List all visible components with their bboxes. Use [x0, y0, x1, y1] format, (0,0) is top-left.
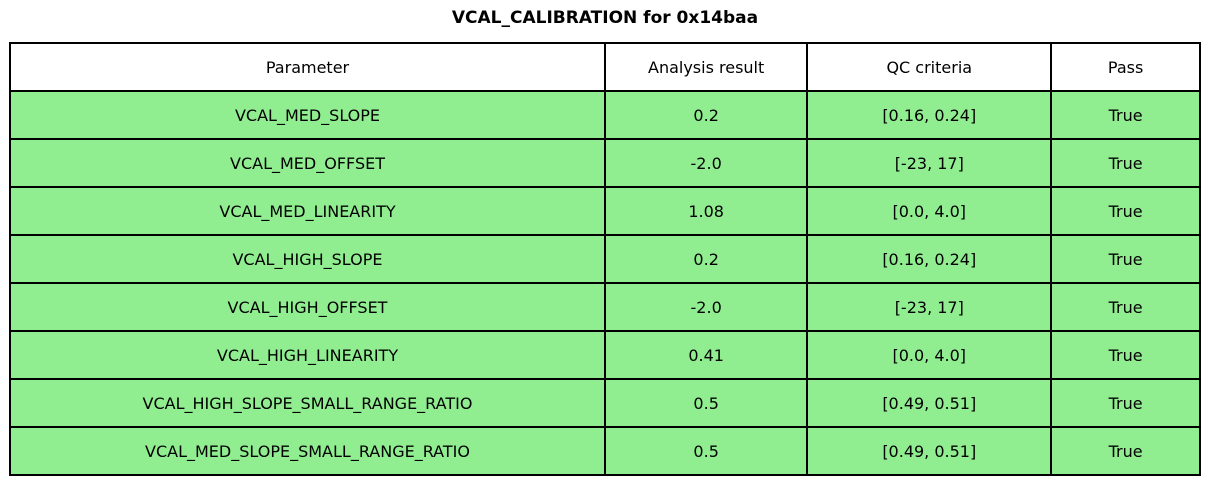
- table-cell: 0.2: [603, 90, 809, 140]
- table-cell: [0.16, 0.24]: [806, 90, 1053, 140]
- table-cell: True: [1050, 138, 1201, 188]
- qc-results-table: Parameter Analysis result QC criteria Pa…: [9, 42, 1201, 476]
- table-cell: [0.0, 4.0]: [806, 330, 1053, 380]
- table-cell: VCAL_MED_LINEARITY: [9, 186, 606, 236]
- table-row: VCAL_HIGH_LINEARITY 0.41 [0.0, 4.0] True: [9, 330, 1201, 380]
- table-cell: True: [1050, 378, 1201, 428]
- table-cell: [0.16, 0.24]: [806, 234, 1053, 284]
- table-cell: VCAL_HIGH_LINEARITY: [9, 330, 606, 380]
- table-cell: 1.08: [603, 186, 809, 236]
- table-cell: 0.2: [603, 234, 809, 284]
- table-row: VCAL_MED_OFFSET -2.0 [-23, 17] True: [9, 138, 1201, 188]
- table-cell: VCAL_HIGH_SLOPE_SMALL_RANGE_RATIO: [9, 378, 606, 428]
- table-cell: True: [1050, 330, 1201, 380]
- header-cell-analysis-result: Analysis result: [603, 42, 809, 92]
- table-body: VCAL_MED_SLOPE 0.2 [0.16, 0.24] True VCAL_ME…: [9, 90, 1201, 476]
- table-cell: VCAL_HIGH_SLOPE: [9, 234, 606, 284]
- table-row: VCAL_HIGH_SLOPE 0.2 [0.16, 0.24] True: [9, 234, 1201, 284]
- table-row: VCAL_MED_SLOPE_SMALL_RANGE_RATIO 0.5 [0.49…: [9, 426, 1201, 476]
- table-cell: -2.0: [603, 138, 809, 188]
- table-cell: [0.49, 0.51]: [806, 426, 1053, 476]
- table-cell: [0.0, 4.0]: [806, 186, 1053, 236]
- table-row: VCAL_HIGH_OFFSET -2.0 [-23, 17] True: [9, 282, 1201, 332]
- table-cell: True: [1050, 234, 1201, 284]
- table-cell: 0.5: [603, 426, 809, 476]
- table-cell: -2.0: [603, 282, 809, 332]
- table-cell: True: [1050, 90, 1201, 140]
- table-row: VCAL_MED_SLOPE 0.2 [0.16, 0.24] True: [9, 90, 1201, 140]
- table-cell: [-23, 17]: [806, 282, 1053, 332]
- header-cell-qc-criteria: QC criteria: [806, 42, 1053, 92]
- table-cell: True: [1050, 282, 1201, 332]
- table-cell: [-23, 17]: [806, 138, 1053, 188]
- table-cell: VCAL_MED_SLOPE: [9, 90, 606, 140]
- table-header-row: Parameter Analysis result QC criteria Pa…: [9, 42, 1201, 92]
- table-cell: VCAL_MED_SLOPE_SMALL_RANGE_RATIO: [9, 426, 606, 476]
- table-cell: [0.49, 0.51]: [806, 378, 1053, 428]
- table-cell: 0.5: [603, 378, 809, 428]
- page-title: VCAL_CALIBRATION for 0x14baa: [451, 8, 759, 28]
- table-row: VCAL_HIGH_SLOPE_SMALL_RANGE_RATIO 0.5 [0.4…: [9, 378, 1201, 428]
- table-cell: True: [1050, 426, 1201, 476]
- table-row: VCAL_MED_LINEARITY 1.08 [0.0, 4.0] True: [9, 186, 1201, 236]
- table-cell: VCAL_HIGH_OFFSET: [9, 282, 606, 332]
- header-cell-parameter: Parameter: [9, 42, 606, 92]
- table-cell: VCAL_MED_OFFSET: [9, 138, 606, 188]
- table-cell: 0.41: [603, 330, 809, 380]
- table-cell: True: [1050, 186, 1201, 236]
- header-cell-pass: Pass: [1050, 42, 1201, 92]
